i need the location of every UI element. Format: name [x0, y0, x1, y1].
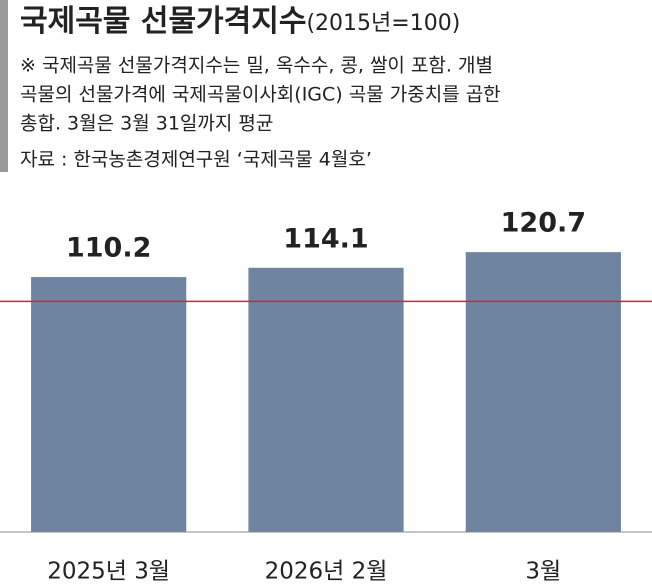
value-label: 110.2: [66, 233, 151, 264]
subtitle: (2015년=100): [306, 11, 460, 36]
value-label: 114.1: [283, 223, 368, 254]
bar: [31, 277, 187, 532]
accent-bar: [0, 0, 8, 172]
x-tick-label: 3월: [525, 559, 561, 585]
note-line: 총합. 3월은 3월 31일까지 평균: [20, 113, 273, 135]
bar: [248, 267, 404, 532]
value-label: 120.7: [501, 208, 586, 239]
note-line: ※ 국제곡물 선물가격지수는 밀, 옥수수, 콩, 쌀이 포함. 개별: [20, 55, 493, 77]
chart-title: 국제곡물 선물가격지수(2015년=100): [20, 4, 460, 39]
note-line: 곡물의 선물가격에 국제곡물이사회(IGC) 곡물 가중치를 곱한: [20, 84, 501, 106]
bar: [465, 252, 621, 532]
source: 자료 : 한국농촌경제연구원 ‘국제곡물 4월호’: [20, 149, 372, 171]
title: 국제곡물 선물가격지수: [20, 4, 306, 39]
x-tick-label: 2025년 3월: [47, 559, 170, 585]
x-tick-label: 2026년 2월: [265, 559, 388, 585]
